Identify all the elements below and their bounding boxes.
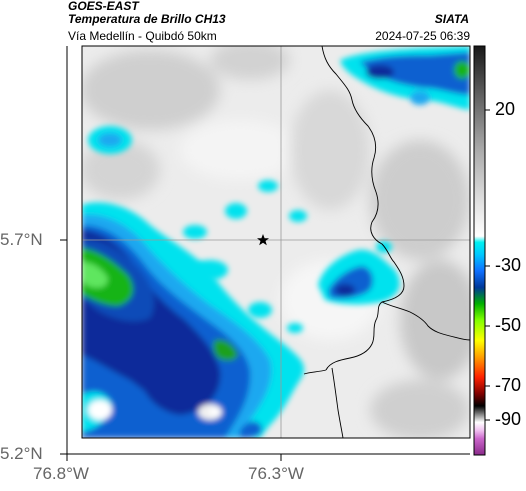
colorbar-tick-label: -90 bbox=[495, 409, 522, 429]
lat-tick-label: 5.2°N bbox=[0, 444, 43, 463]
organization-label: SIATA bbox=[434, 12, 469, 26]
cold-cloud-mass bbox=[82, 202, 305, 438]
map-frame bbox=[81, 45, 471, 439]
colorbar-ticks bbox=[485, 109, 490, 421]
colorbar-tick-label: -50 bbox=[495, 315, 522, 335]
colorbar-tick-label: 20 bbox=[495, 99, 516, 119]
colorbar-tick-label: -30 bbox=[495, 255, 522, 275]
scattered-cyan-cells bbox=[88, 46, 470, 333]
colorbar-tick-label: -70 bbox=[495, 375, 522, 395]
star-icon bbox=[257, 234, 269, 246]
warm-cloud-texture bbox=[82, 46, 470, 438]
satellite-title: GOES-EAST bbox=[68, 0, 139, 13]
lon-tick-label: 76.8°W bbox=[33, 464, 89, 483]
lat-tick-label: 5.7°N bbox=[0, 230, 43, 249]
timestamp-label: 2024-07-25 06:39 bbox=[375, 29, 470, 43]
product-title: Temperatura de Brillo CH13 bbox=[68, 12, 226, 26]
region-subtitle: Vía Medellín - Quibdó 50km bbox=[68, 29, 217, 43]
border-lines bbox=[303, 46, 470, 438]
lon-tick-label: 76.3°W bbox=[248, 464, 304, 483]
colorbar bbox=[473, 45, 486, 456]
